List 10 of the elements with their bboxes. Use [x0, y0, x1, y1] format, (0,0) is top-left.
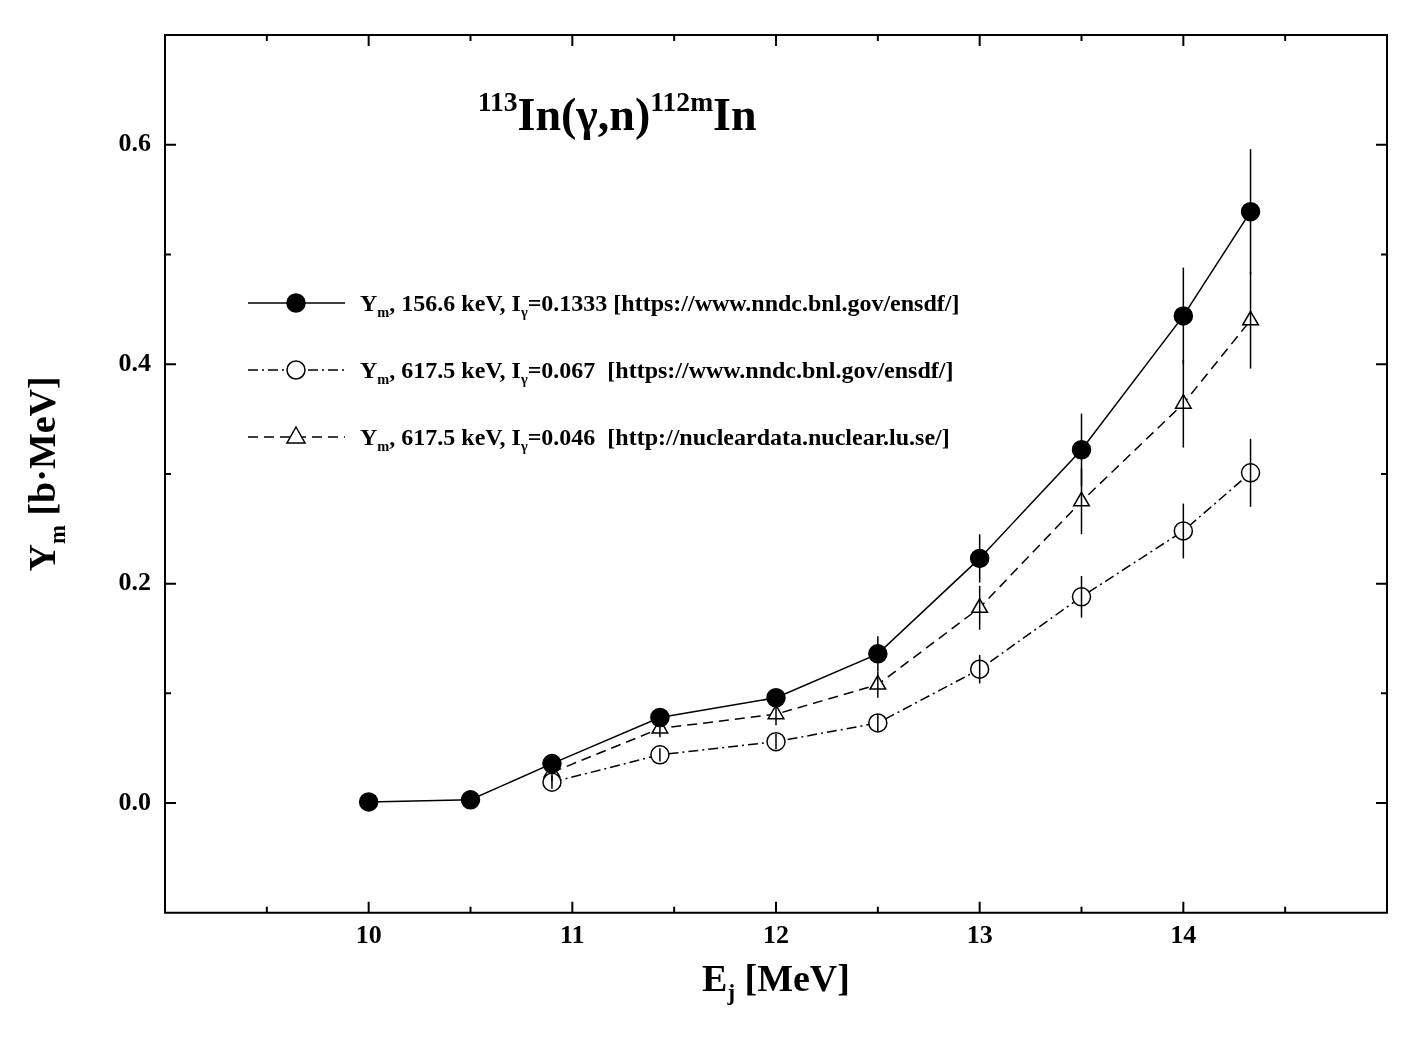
y-tick-label: 0.6 [118, 128, 151, 158]
x-tick-label: 12 [763, 920, 789, 950]
y-tick-label: 0.0 [118, 786, 151, 816]
y-tick-label: 0.4 [118, 347, 151, 377]
y-tick-label: 0.2 [118, 567, 151, 597]
x-tick-label: 13 [966, 920, 993, 950]
y-axis-title: Ym [b·MeV] [21, 376, 70, 572]
x-tick-label: 11 [560, 920, 585, 950]
x-tick-label: 14 [1170, 920, 1197, 950]
x-tick-label: 10 [355, 920, 382, 950]
